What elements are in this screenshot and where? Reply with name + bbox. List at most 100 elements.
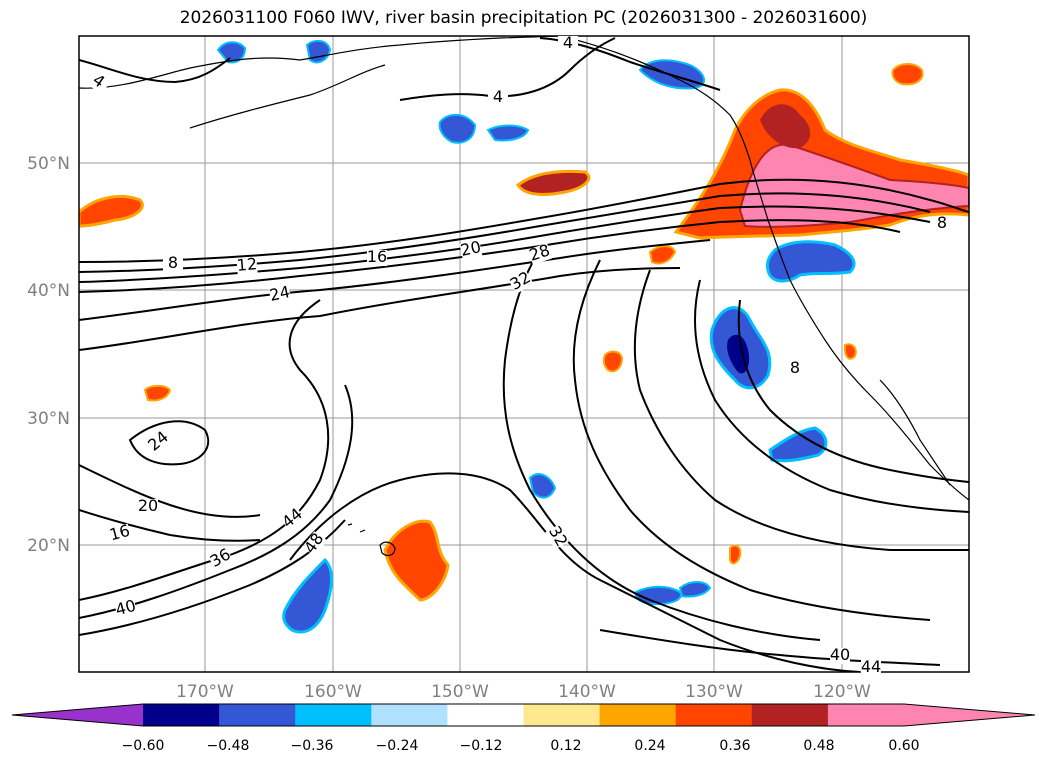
colorbar-tick-label: 0.48 bbox=[803, 738, 834, 754]
colorbar-tick-label: 0.36 bbox=[719, 738, 750, 754]
lon-label-170: 170°W bbox=[176, 682, 234, 702]
colorbar-segment bbox=[675, 704, 753, 726]
iwv-contour-36 bbox=[79, 299, 330, 601]
colorbar-segment bbox=[827, 704, 905, 726]
lat-label-40: 40°N bbox=[27, 281, 70, 301]
iwv-contour-16 bbox=[79, 205, 931, 283]
coast-baja bbox=[879, 379, 951, 486]
colorbar-segment bbox=[447, 704, 524, 726]
iwv-contour-40 bbox=[79, 384, 354, 619]
colorbar-tick-label: −0.60 bbox=[122, 738, 165, 754]
lat-label-20: 20°N bbox=[27, 536, 70, 556]
colorbar-segment bbox=[219, 704, 296, 726]
colorbar-tick-label: 0.60 bbox=[888, 738, 919, 754]
iwv-contour-20 bbox=[79, 219, 901, 293]
pos-anomaly-small-1 bbox=[891, 63, 924, 86]
neg-anomaly-mid-1 bbox=[528, 473, 557, 499]
lon-label-130: 130°W bbox=[685, 682, 743, 702]
neg-anomaly-south bbox=[282, 557, 333, 634]
neg-anomaly-east bbox=[768, 426, 828, 463]
contour-label-background bbox=[459, 240, 483, 260]
neg-anomaly-mid-3 bbox=[678, 581, 712, 598]
iwv-contour-label: 44 bbox=[861, 657, 881, 676]
coast-aleutians bbox=[189, 64, 386, 129]
colorbar-segment bbox=[143, 704, 220, 726]
colorbar-tick-label: −0.48 bbox=[207, 738, 250, 754]
contour-label-background bbox=[302, 531, 328, 557]
iwv-contour-24-central bbox=[633, 269, 969, 551]
iwv-contour-label: 4 bbox=[493, 87, 503, 106]
iwv-contour-label: 12 bbox=[236, 254, 258, 275]
contour-label-background bbox=[268, 285, 292, 305]
iwv-contour-label: 40 bbox=[830, 645, 850, 664]
neg-anomaly-north-4 bbox=[305, 39, 332, 64]
contour-label-background bbox=[108, 523, 132, 545]
iwv-contour-16-east bbox=[737, 299, 969, 483]
iwv-contour-label: 16 bbox=[367, 247, 387, 266]
iwv-contour-label: 8 bbox=[168, 253, 178, 272]
colorbar-segment bbox=[371, 704, 448, 726]
hawaii-islands bbox=[347, 523, 396, 557]
pos-anomaly-small-5 bbox=[729, 544, 742, 565]
iwv-contour-24-loop bbox=[128, 420, 210, 466]
contour-label-background bbox=[558, 36, 578, 52]
colorbar-extend-min bbox=[12, 704, 143, 726]
contour-label-background bbox=[280, 506, 306, 532]
iwv-contour-label: 16 bbox=[107, 521, 132, 545]
lon-label-120: 120°W bbox=[813, 682, 871, 702]
pos-anomaly-west-edge bbox=[79, 194, 144, 228]
contour-label-background bbox=[830, 648, 850, 664]
iwv-contour-label: 20 bbox=[459, 237, 483, 260]
chart-title: 2026031100 F060 IWV, river basin precipi… bbox=[179, 8, 868, 28]
contour-label-background bbox=[932, 216, 952, 232]
iwv-contour-12 bbox=[79, 192, 931, 273]
map-frame bbox=[78, 35, 970, 673]
colorbar bbox=[11, 703, 1036, 727]
lat-label-50: 50°N bbox=[27, 154, 70, 174]
pos-anomaly-hawaii bbox=[383, 519, 450, 602]
pos-anomaly-nw-red bbox=[760, 104, 811, 149]
iwv-contour-32-central bbox=[502, 249, 821, 641]
contour-label-background bbox=[85, 69, 111, 95]
pos-anomaly-small-6 bbox=[843, 343, 857, 360]
iwv-contour-label: 8 bbox=[937, 213, 947, 232]
pos-anomaly-small-3 bbox=[143, 384, 172, 402]
contour-label-background bbox=[367, 250, 387, 266]
iwv-contour-label: 20 bbox=[138, 496, 158, 515]
iwv-contour-8 bbox=[79, 178, 969, 263]
lon-label-150: 150°W bbox=[431, 682, 489, 702]
contour-label-background bbox=[208, 547, 234, 571]
colorbar-segment bbox=[295, 704, 372, 726]
colorbar-tick-label: −0.12 bbox=[460, 738, 503, 754]
contour-label-background bbox=[785, 361, 805, 377]
lat-axis: 50°N 40°N 30°N 20°N bbox=[27, 154, 70, 556]
iwv-contour-32 bbox=[79, 267, 681, 351]
colorbar-segment bbox=[523, 704, 601, 726]
iwv-contour-16-west bbox=[79, 509, 261, 542]
contour-label-background bbox=[236, 257, 258, 275]
iwv-contour-label: 8 bbox=[790, 358, 800, 377]
colorbar-tick-label: 0.24 bbox=[634, 738, 665, 754]
contour-label-background bbox=[488, 90, 508, 106]
colorbar-outline bbox=[11, 703, 1036, 727]
precip-positive-anomaly bbox=[79, 63, 969, 602]
contour-label-background bbox=[146, 429, 172, 455]
contour-label-background bbox=[114, 598, 138, 620]
pos-anomaly-central bbox=[515, 169, 591, 196]
iwv-contour-40-south bbox=[599, 629, 941, 666]
iwv-contour-20-west bbox=[79, 464, 261, 518]
neg-anomaly-north-1 bbox=[438, 113, 477, 144]
colorbar-tick-label: −0.24 bbox=[376, 738, 419, 754]
coast-southeast-alaska bbox=[559, 36, 751, 161]
colorbar-tick-label: −0.36 bbox=[291, 738, 334, 754]
neg-anomaly-north-2 bbox=[486, 124, 530, 142]
coast-alaska bbox=[79, 36, 561, 89]
colorbar-extend-max bbox=[904, 704, 1035, 726]
iwv-contour-label: 4 bbox=[563, 33, 573, 52]
lon-label-140: 140°W bbox=[558, 682, 616, 702]
colorbar-segment bbox=[751, 704, 829, 726]
contour-label-background bbox=[545, 524, 569, 550]
colorbar-segment bbox=[599, 704, 677, 726]
iwv-contour-20-east bbox=[694, 279, 969, 513]
